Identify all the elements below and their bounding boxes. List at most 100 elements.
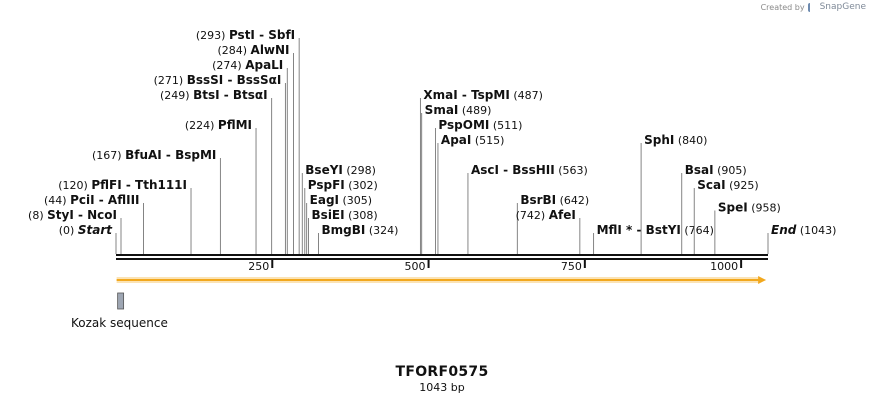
site-name: XmaI - TspMI [423,88,509,102]
site-position: (511) [493,119,523,132]
site-label: BsiEI (308) [312,208,378,222]
site-name: SphI [644,133,674,147]
site-name: ScaI [697,178,725,192]
site-name: SpeI [718,201,748,215]
site-label: BsrBI (642) [520,193,589,207]
site-label: MflI * - BstYI (764) [597,223,714,237]
snapgene-credit: Created by SnapGene [761,2,866,12]
ruler-tick-label: 500 [405,260,426,273]
site-position: (487) [513,89,543,102]
site-position: (742) [516,209,546,222]
orf-arrow-head-icon [758,276,767,284]
site-position: (308) [348,209,378,222]
site-label: End (1043) [771,223,836,237]
site-position: (293) [196,29,226,42]
site-position: (642) [560,194,590,207]
site-name: BtsI - BtsαI [193,88,268,102]
site-name: PflFI - Tth111I [91,178,187,192]
site-position: (0) [59,224,75,237]
sequence-length: 1043 bp [419,381,465,394]
site-label: (293) PstI - SbfI [196,28,295,42]
site-name: AscI - BssHII [471,163,555,177]
ruler-tick-label: 750 [561,260,582,273]
site-label: SmaI (489) [425,103,492,117]
backbone-bottom-line [116,258,768,260]
site-position: (515) [475,134,505,147]
site-label: (284) AlwNI [217,43,289,57]
site-label: (8) StyI - NcoI [28,208,117,222]
site-name: StyI - NcoI [47,208,117,222]
site-position: (958) [751,202,781,215]
site-name: BmgBI [322,223,366,237]
sequence-title: TFORF0575 [395,364,489,380]
site-label: PspFI (302) [308,178,378,192]
site-name: ApaI [441,133,471,147]
site-position: (44) [44,194,67,207]
site-label: (0) Start [59,223,113,237]
site-position: (305) [343,194,373,207]
site-position: (271) [154,74,184,87]
site-label: (224) PflMI [185,118,252,132]
ruler-tick-label: 250 [248,260,269,273]
site-label: EagI (305) [310,193,372,207]
site-position: (224) [185,119,215,132]
site-label: (167) BfuAI - BspMI [92,148,216,162]
snapgene-logo-icon [807,2,817,12]
site-position: (249) [160,89,190,102]
site-label: BsaI (905) [685,163,747,177]
site-position: (905) [717,164,747,177]
site-name: PflMI [218,118,252,132]
site-position: (1043) [800,224,837,237]
kozak-box [117,292,125,310]
site-name: MflI * - BstYI [597,223,681,237]
site-position: (298) [346,164,376,177]
site-position: (563) [558,164,588,177]
site-label: SphI (840) [644,133,707,147]
backbone-top-line [116,254,768,256]
site-label: SpeI (958) [718,201,781,215]
site-name: PspOMI [438,118,489,132]
site-label: (44) PciI - AflIII [44,193,140,207]
site-name: AlwNI [251,43,290,57]
site-label: (249) BtsI - BtsαI [160,88,268,102]
site-label: ScaI (925) [697,178,758,192]
site-position: (167) [92,149,122,162]
site-position: (8) [28,209,44,222]
site-name: SmaI [425,103,459,117]
site-name: PspFI [308,178,345,192]
sequence-map: 250 500 750 1000(0) Start(8) StyI - NcoI(44… [28,28,836,310]
site-position: (489) [462,104,492,117]
site-label: (271) BssSI - BssSαI [154,73,282,87]
site-label: AscI - BssHII (563) [471,163,588,177]
site-name: PstI - SbfI [229,28,295,42]
site-position: (840) [678,134,708,147]
site-position: (120) [58,179,88,192]
site-position: (302) [348,179,378,192]
site-label: XmaI - TspMI (487) [423,88,542,102]
ruler-tick-label: 1000 [710,260,738,273]
site-position: (925) [729,179,759,192]
site-name: BfuAI - BspMI [125,148,216,162]
site-label: (274) ApaLI [212,58,283,72]
site-name: PciI - AflIII [70,193,139,207]
site-position: (284) [217,44,247,57]
site-label: (742) AfeI [516,208,576,222]
site-label: (120) PflFI - Tth111I [58,178,187,192]
site-name: BseYI [305,163,343,177]
site-name: EagI [310,193,339,207]
site-name: ApaLI [245,58,283,72]
site-position: (764) [684,224,714,237]
credit-prefix: Created by [760,2,805,12]
site-name: BsaI [685,163,714,177]
credit-brand: SnapGene [819,2,866,12]
site-label: BmgBI (324) [322,223,399,237]
kozak-label: Kozak sequence [71,316,168,330]
site-name: BsrBI [520,193,556,207]
site-label: PspOMI (511) [438,118,522,132]
site-name: BsiEI [312,208,345,222]
site-name: AfeI [549,208,576,222]
site-position: (324) [369,224,399,237]
site-name: End [771,223,797,237]
site-name: Start [78,223,113,237]
site-label: BseYI (298) [305,163,376,177]
